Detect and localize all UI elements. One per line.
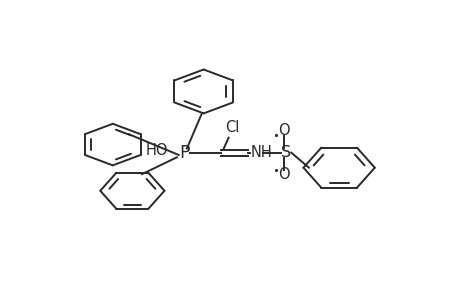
- Text: O: O: [277, 167, 289, 182]
- Text: P: P: [179, 144, 189, 162]
- Text: S: S: [280, 145, 290, 160]
- Text: O: O: [277, 123, 289, 138]
- Text: NH: NH: [251, 145, 272, 160]
- Text: Cl: Cl: [224, 120, 239, 135]
- Text: HO: HO: [145, 143, 168, 158]
